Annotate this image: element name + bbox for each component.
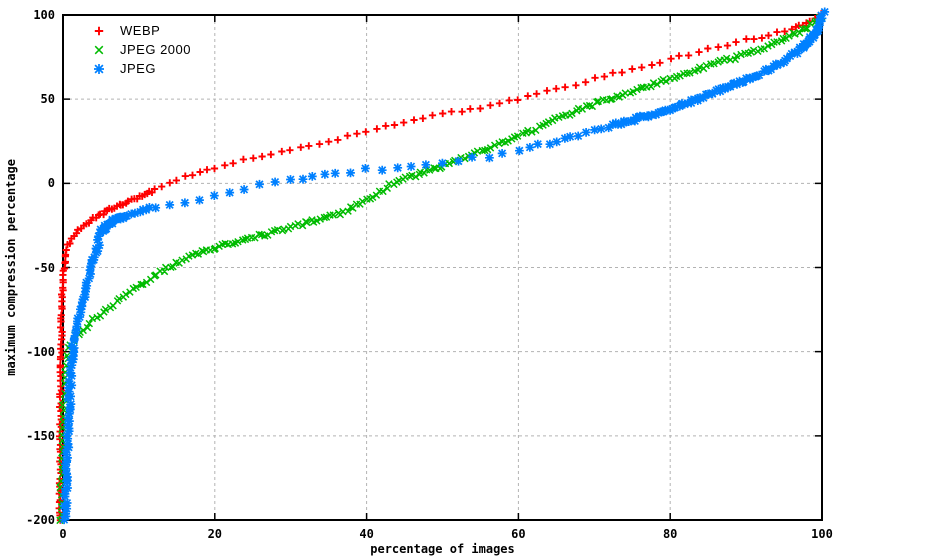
x-tick-label-40: 40	[359, 527, 374, 541]
x-tick-label-80: 80	[662, 527, 678, 541]
y-tick-label-100: 100	[33, 8, 55, 22]
legend-label-jpeg2000: JPEG 2000	[120, 42, 191, 57]
y-tick-label--100: -100	[26, 344, 55, 359]
x-tick-label-0: 0	[59, 527, 67, 541]
legend-label-webp: WEBP	[120, 23, 161, 38]
legend-entry-jpeg2000: JPEG 2000	[84, 40, 191, 59]
y-tick-label-0: 0	[47, 176, 55, 191]
legend-entry-jpeg: JPEG	[84, 59, 191, 78]
y-tick-label--50: -50	[33, 260, 55, 275]
legend: WEBP JPEG 2000 JPEG	[84, 21, 191, 78]
legend-label-jpeg: JPEG	[120, 61, 156, 76]
y-tick-label--200: -200	[26, 513, 55, 527]
x-tick-label-100: 100	[811, 527, 833, 541]
webp-plus-marker-icon	[94, 26, 104, 35]
jpeg-asterisk-marker-icon	[94, 63, 104, 74]
jpeg2000-cross-marker-icon	[94, 45, 104, 54]
legend-entry-webp: WEBP	[84, 21, 191, 40]
y-tick-label--150: -150	[26, 428, 55, 443]
x-tick-label-60: 60	[511, 527, 526, 541]
series-points-jpeg	[59, 7, 830, 525]
x-axis-label: percentage of images	[370, 542, 515, 556]
y-tick-label-50: 50	[40, 92, 55, 107]
x-tick-label-20: 20	[207, 527, 223, 541]
